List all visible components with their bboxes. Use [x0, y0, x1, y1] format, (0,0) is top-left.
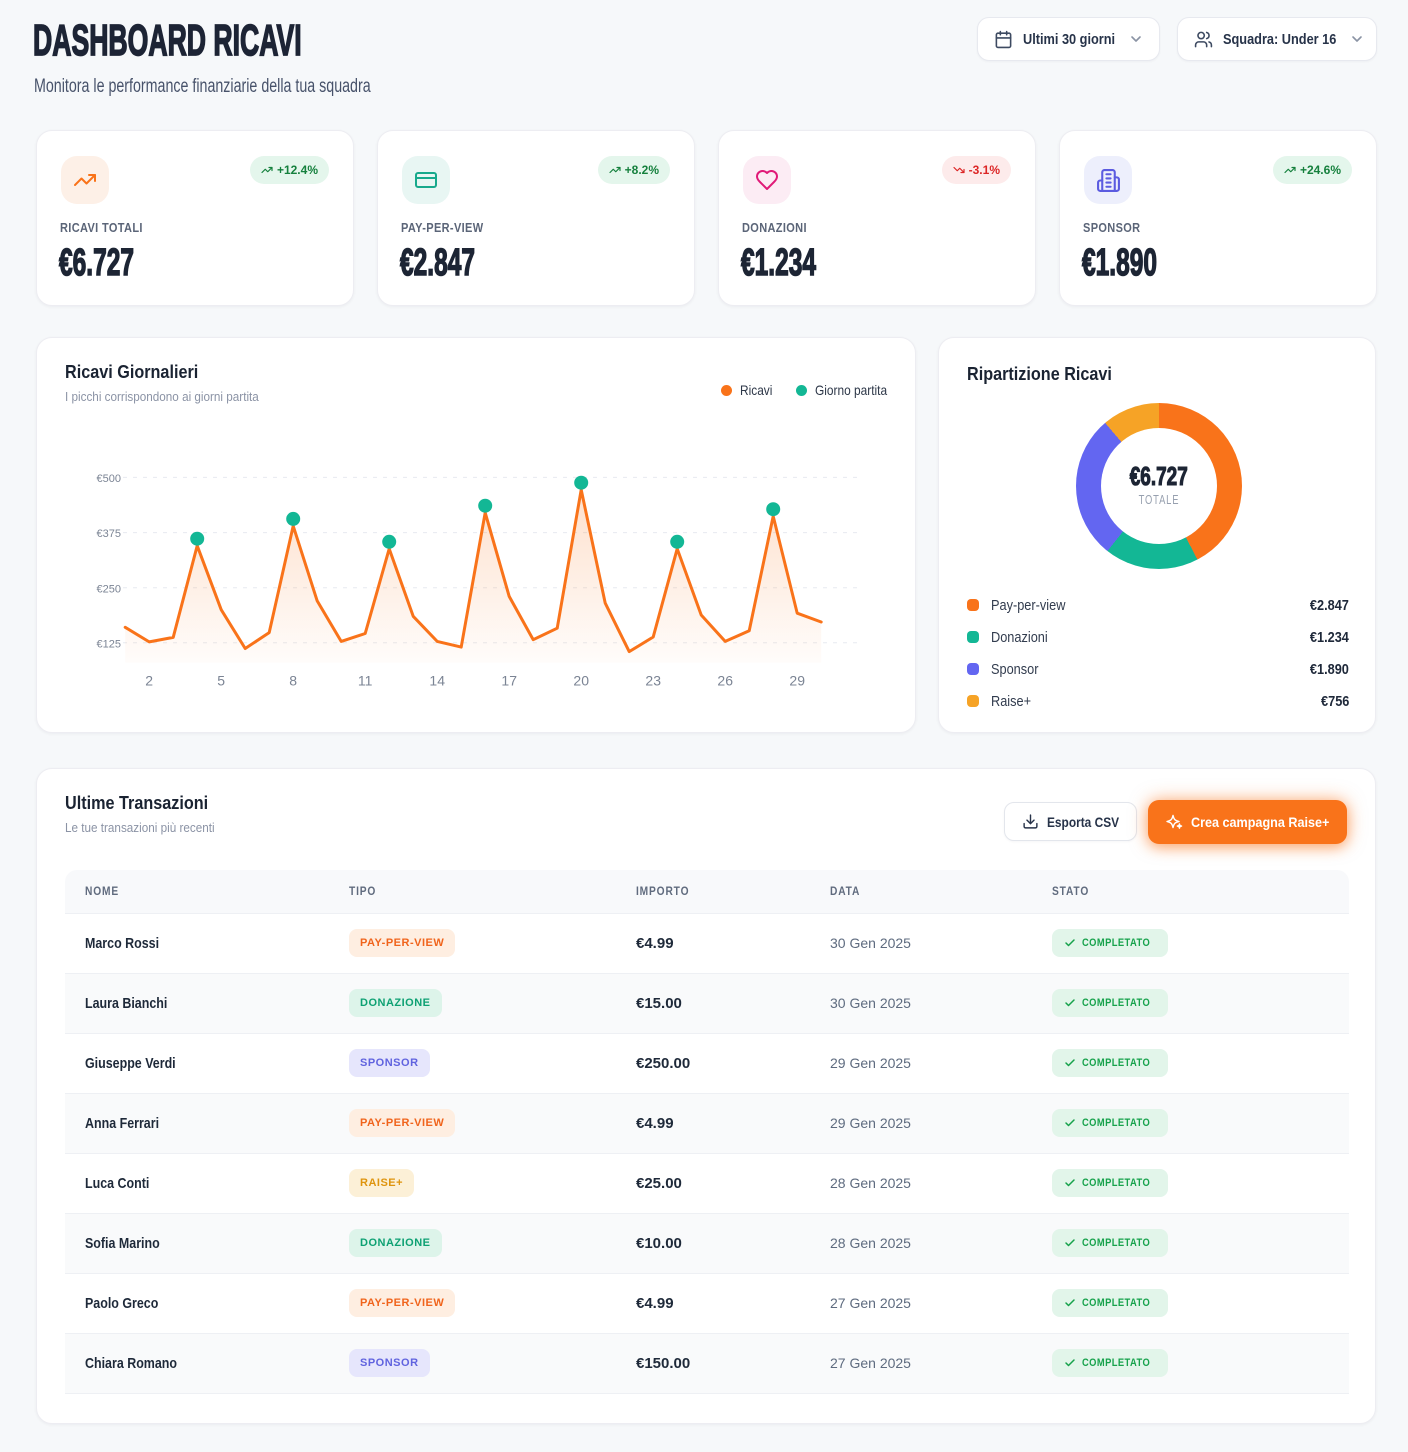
- svg-text:€375: €375: [97, 528, 121, 540]
- svg-text:11: 11: [358, 673, 373, 689]
- svg-text:2: 2: [145, 673, 153, 689]
- svg-text:23: 23: [645, 673, 661, 689]
- svg-text:5: 5: [217, 673, 225, 689]
- svg-text:17: 17: [501, 673, 517, 689]
- svg-text:€125: €125: [97, 638, 121, 650]
- svg-text:€250: €250: [97, 583, 121, 595]
- svg-text:20: 20: [573, 673, 589, 689]
- svg-text:€500: €500: [97, 473, 121, 485]
- svg-text:14: 14: [429, 673, 445, 689]
- svg-text:26: 26: [717, 673, 733, 689]
- svg-text:29: 29: [789, 673, 805, 689]
- svg-text:8: 8: [289, 673, 297, 689]
